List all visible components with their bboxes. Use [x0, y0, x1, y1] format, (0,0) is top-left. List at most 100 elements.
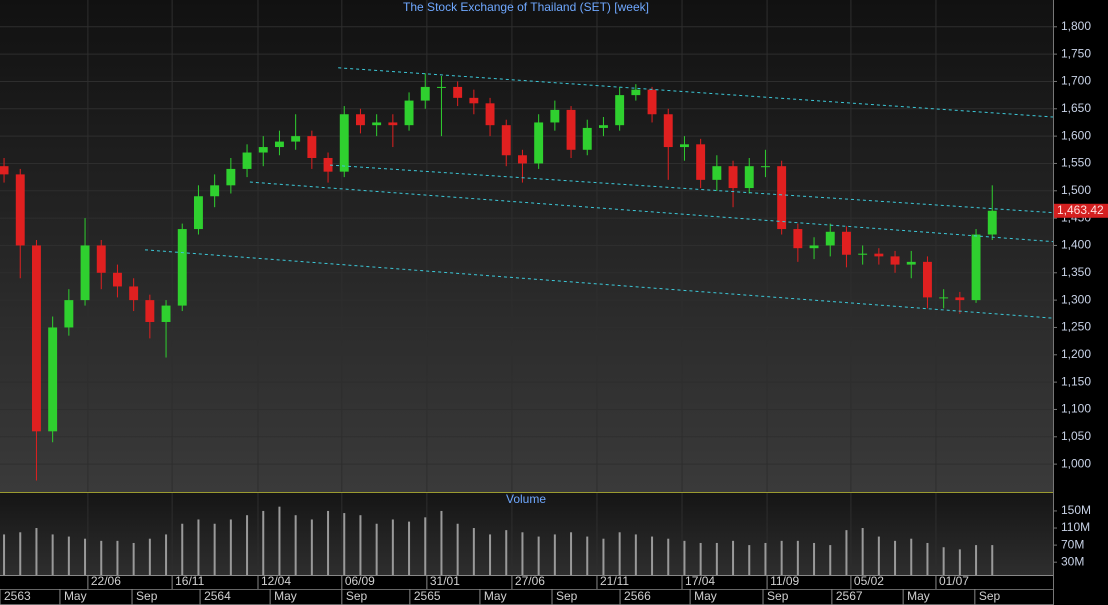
volume-bar — [861, 528, 864, 575]
volume-bar — [84, 538, 87, 575]
candle-body — [874, 253, 884, 257]
x-tick-label: May — [907, 589, 930, 603]
volume-bar — [391, 519, 394, 575]
volume-bar — [246, 515, 249, 575]
candle-body — [906, 261, 916, 265]
x-tick-label: 12/04 — [261, 574, 291, 588]
y-tick-label: 1,250 — [1061, 320, 1091, 334]
x-tick-label: Sep — [136, 589, 158, 603]
candle-body — [339, 114, 349, 172]
y-tick-label: 1,150 — [1061, 374, 1091, 388]
x-tick-label: 22/06 — [91, 574, 121, 588]
candle-body — [598, 125, 608, 128]
volume-bar — [3, 534, 6, 575]
candle-body — [955, 297, 965, 301]
volume-bar — [197, 519, 200, 575]
volume-bar — [505, 530, 508, 575]
candle-body — [420, 86, 430, 101]
candle-body — [145, 300, 155, 322]
x-tick-label: 16/11 — [175, 574, 204, 588]
grid — [0, 0, 1053, 575]
candle-body — [388, 122, 398, 126]
x-tick-label: Sep — [767, 589, 789, 603]
candle-body — [323, 157, 333, 172]
x-tick-label: 27/06 — [515, 574, 545, 588]
candle-body — [258, 147, 268, 153]
candle-body — [841, 231, 851, 255]
candle-body — [696, 144, 706, 180]
candle-body — [987, 210, 997, 235]
candle-body — [517, 155, 527, 164]
last-price-label: 1,463.42 — [1057, 203, 1104, 217]
x-tick-label: 2567 — [836, 589, 863, 603]
candle-body — [744, 166, 754, 189]
candle-body — [728, 166, 738, 189]
x-tick-label: 05/02 — [854, 574, 884, 588]
y-tick-label: 1,050 — [1061, 429, 1091, 443]
y-tick-label: 1,300 — [1061, 292, 1091, 306]
candle-body — [355, 114, 365, 126]
volume-bar — [294, 515, 297, 575]
candle-body — [582, 127, 592, 150]
volume-bar — [489, 534, 492, 575]
volume-bar — [910, 538, 913, 575]
x-tick-label: Sep — [556, 589, 578, 603]
volume-bar — [634, 534, 637, 575]
trend-line — [249, 181, 1054, 243]
volume-bar — [148, 538, 151, 575]
volume-bar — [748, 545, 751, 575]
volume-tick-label: 70M — [1061, 537, 1084, 551]
volume-bar — [278, 506, 281, 575]
candle-body — [809, 245, 819, 249]
x-tick-label: 11/09 — [770, 574, 799, 588]
x-tick-label: 31/01 — [430, 574, 460, 588]
volume-bar — [262, 510, 265, 575]
candle-body — [550, 109, 560, 123]
y-tick-label: 1,000 — [1061, 456, 1091, 470]
volume-bar — [165, 534, 168, 575]
volume-bar — [926, 542, 929, 575]
candle-body — [615, 95, 625, 126]
trend-line — [330, 164, 1054, 214]
volume-bar — [894, 540, 897, 575]
last-price-box — [1054, 203, 1108, 218]
volume-bar — [667, 538, 670, 575]
right-axis — [1053, 0, 1108, 605]
candle-body — [631, 89, 641, 96]
candle-body — [226, 168, 236, 186]
y-tick-label: 1,650 — [1061, 101, 1091, 115]
candle-body — [307, 136, 317, 158]
candle-body — [939, 297, 949, 299]
volume-bar — [813, 542, 816, 575]
trend-line — [144, 249, 1054, 319]
candle-body — [15, 174, 25, 246]
volume-bar — [618, 532, 621, 575]
volume-bar — [553, 534, 556, 575]
volume-bar — [116, 540, 119, 575]
volume-bar — [35, 528, 38, 575]
candle-body — [193, 196, 203, 230]
candle-body — [760, 166, 770, 168]
volume-bar — [683, 540, 686, 575]
candle-body — [48, 327, 58, 432]
candle-body — [858, 253, 868, 255]
candle-body — [825, 231, 835, 246]
candle-body — [647, 89, 657, 115]
volume-bar — [586, 536, 589, 575]
candle-body — [436, 86, 446, 88]
volume-bar — [877, 536, 880, 575]
volume-bar — [764, 542, 767, 575]
candle-body — [274, 141, 284, 148]
x-tick-label: 2566 — [624, 589, 651, 603]
volume-title: Volume — [506, 492, 546, 506]
volume-bar — [424, 517, 427, 575]
candle-body — [679, 144, 689, 148]
y-tick-label: 1,700 — [1061, 74, 1091, 88]
candle-body — [0, 166, 9, 175]
volume-bar — [780, 540, 783, 575]
y-tick-label: 1,800 — [1061, 19, 1091, 33]
volume-bar — [132, 542, 135, 575]
candle-body — [663, 114, 673, 148]
